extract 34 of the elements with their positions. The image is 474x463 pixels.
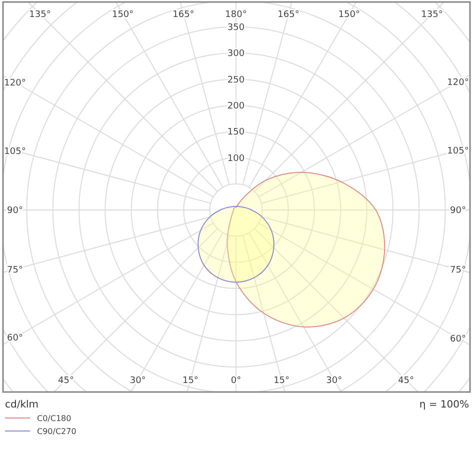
- y-tick-label: 150: [227, 128, 245, 138]
- spoke-label: 0°: [230, 376, 242, 386]
- spoke-label: 30°: [326, 376, 342, 386]
- spoke-label: 135°: [29, 10, 51, 20]
- y-tick-label: 200: [227, 101, 245, 112]
- spoke-label: 120°: [447, 78, 469, 88]
- spoke-label: 135°: [421, 10, 443, 20]
- spoke-label: 60°: [7, 334, 23, 344]
- spoke-label: 150°: [338, 10, 360, 20]
- spoke-label: 30°: [130, 376, 146, 386]
- spoke-label: 90°: [450, 206, 466, 216]
- spoke-label: 165°: [172, 10, 194, 20]
- text: cd/klm: [5, 400, 39, 410]
- y-tick-label: 100: [227, 154, 245, 164]
- legend-label: C90/C270: [37, 426, 76, 436]
- spoke-label: 105°: [447, 146, 469, 157]
- spoke-label: 45°: [58, 376, 74, 386]
- legend-label: C0/C180: [37, 414, 72, 423]
- y-tick-label: 250: [227, 75, 245, 86]
- spoke-label: 105°: [4, 146, 26, 157]
- spoke-label: 180°: [225, 10, 247, 20]
- spoke-label: 90°: [7, 206, 23, 216]
- spoke-label: 120°: [4, 78, 26, 89]
- spoke-label: 165°: [278, 10, 300, 20]
- text: η = 100%: [419, 400, 469, 410]
- y-tick-label: 300: [227, 49, 245, 60]
- y-tick-label: 350: [227, 22, 245, 33]
- spoke-label: 75°: [450, 266, 466, 276]
- spoke-label: 45°: [398, 376, 414, 386]
- spoke-label: 75°: [7, 265, 23, 276]
- spoke-label: 150°: [112, 10, 134, 20]
- spoke-label: 60°: [450, 334, 466, 344]
- spoke-label: 15°: [182, 376, 198, 386]
- spoke-label: 15°: [274, 376, 290, 386]
